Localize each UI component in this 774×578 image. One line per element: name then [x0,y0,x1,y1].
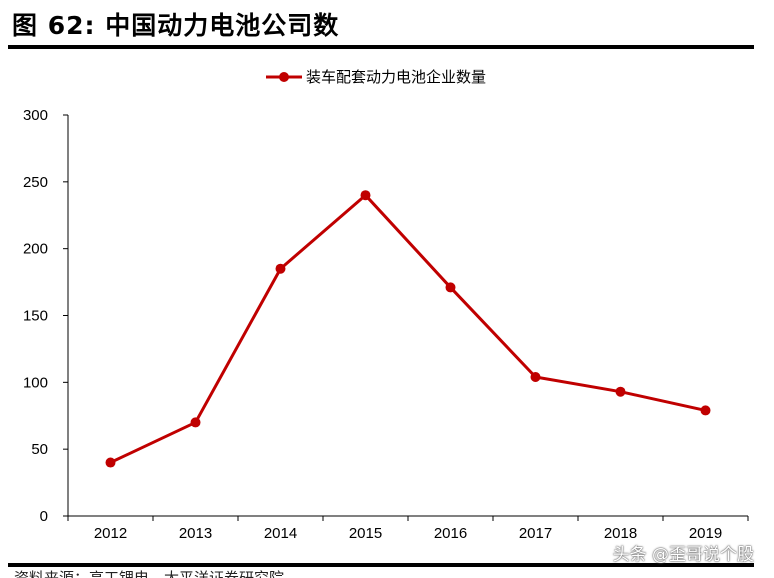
data-point [190,417,201,428]
figure-title: 图 62: 中国动力电池公司数 [12,11,340,40]
source-note: 资料来源：高工锂电，太平洋证券研究院 [14,569,285,578]
y-tick-label: 300 [23,107,48,124]
data-point [360,190,371,201]
y-tick-label: 50 [31,441,48,458]
y-tick-label: 250 [23,174,48,191]
x-tick-label: 2016 [434,525,467,542]
x-tick-label: 2013 [179,525,212,542]
chart-axes: 0 50 100 150 200 250 300 2012 2013 2014 2015 2016 20… [23,107,749,542]
data-point [530,371,541,382]
x-tick-label: 2015 [349,525,382,542]
x-tick-label: 2017 [519,525,552,542]
legend-marker [279,72,289,82]
x-tick-label: 2018 [604,525,637,542]
x-tick-label: 2014 [264,525,297,542]
title-rule [8,45,754,49]
data-point [445,282,456,293]
y-tick-label: 100 [23,374,48,391]
x-tick-label: 2012 [94,525,127,542]
chart-legend: 装车配套动力电池企业数量 [266,68,486,86]
data-point [700,405,711,416]
y-tick-label: 0 [40,508,48,525]
data-point [615,386,626,397]
series-line [109,193,706,464]
y-tick-label: 150 [23,308,48,325]
data-point [275,263,286,274]
legend-label: 装车配套动力电池企业数量 [306,68,486,86]
chart-series [105,190,711,468]
footer-rule [8,563,754,567]
y-tick-label: 200 [23,241,48,258]
watermark: 头条 @歪哥说个股 [612,545,754,565]
x-tick-label: 2019 [689,525,722,542]
data-point [105,457,116,468]
